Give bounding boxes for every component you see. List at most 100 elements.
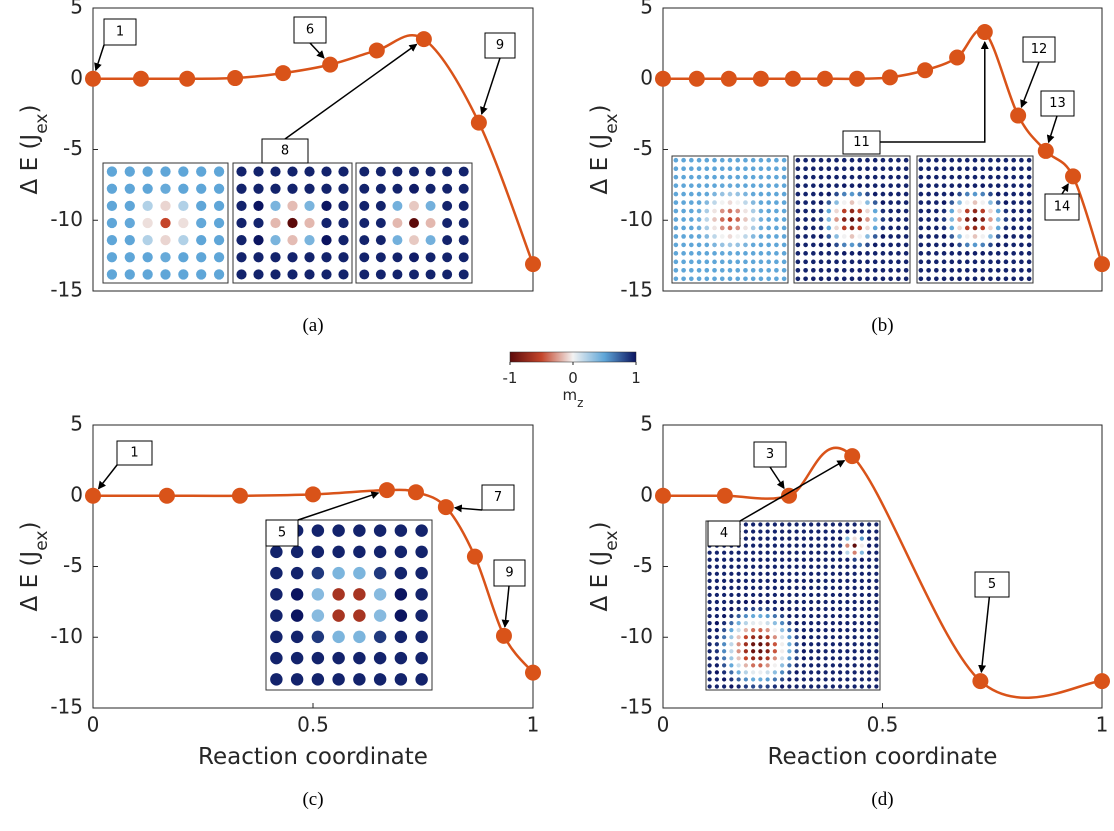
spin [811, 183, 816, 188]
y-tick-label: -15 [620, 695, 653, 719]
spin [794, 649, 799, 654]
spin [359, 200, 370, 211]
spin [772, 670, 777, 675]
spin [795, 200, 801, 205]
spin [845, 585, 850, 591]
point [655, 70, 671, 87]
spin [787, 585, 792, 591]
spin [859, 557, 864, 562]
spin [972, 267, 978, 273]
spin [857, 208, 863, 214]
spin [707, 649, 712, 654]
spin [888, 251, 893, 256]
spin [321, 166, 332, 177]
point [976, 24, 993, 41]
spin [867, 529, 872, 534]
spin [359, 218, 370, 228]
spin [838, 684, 843, 689]
spin [774, 200, 779, 205]
spin [818, 251, 824, 256]
spin [980, 200, 986, 205]
spin [903, 200, 909, 205]
spin [689, 157, 694, 163]
spin [794, 585, 799, 591]
point [949, 49, 966, 66]
spin [852, 522, 857, 527]
spin [838, 642, 843, 647]
spin [865, 267, 870, 273]
spin [852, 684, 857, 689]
spin [781, 267, 787, 273]
spin [766, 208, 771, 214]
spin [765, 522, 770, 527]
spin [841, 191, 847, 197]
spin [743, 259, 748, 265]
spin [811, 208, 816, 214]
spin [772, 628, 777, 633]
spin [803, 174, 808, 180]
spin [794, 635, 799, 640]
spin [841, 234, 847, 239]
spin [888, 276, 893, 282]
spin [704, 242, 710, 248]
spin [809, 529, 814, 534]
spin [719, 183, 725, 188]
spin [681, 251, 686, 256]
spin [124, 166, 135, 177]
spin [838, 656, 843, 661]
spin [867, 522, 872, 527]
spin [949, 200, 955, 205]
spin [409, 183, 419, 194]
spin [236, 217, 247, 229]
spin [972, 225, 978, 231]
spin [290, 651, 304, 665]
spin [830, 578, 835, 583]
spin [375, 252, 386, 263]
spin [758, 536, 763, 541]
spin [106, 235, 118, 246]
spin [758, 670, 763, 675]
spin [1026, 217, 1032, 222]
annotation-box [103, 18, 137, 46]
spin [270, 183, 281, 194]
spin [765, 536, 770, 541]
spin [830, 536, 835, 541]
spin [704, 276, 710, 282]
spin [409, 269, 419, 280]
spin [874, 550, 879, 555]
spin [727, 276, 733, 282]
spin [867, 677, 872, 682]
spin [1003, 217, 1009, 222]
spin [751, 592, 756, 598]
spin [774, 234, 779, 239]
spin [809, 663, 814, 668]
spin [888, 183, 893, 188]
spin [787, 663, 792, 668]
spin [1011, 267, 1016, 273]
y-tick-label: 5 [640, 412, 653, 436]
spin [880, 166, 886, 172]
spin [743, 251, 748, 256]
spin [926, 225, 931, 231]
spin [872, 174, 878, 180]
spin [765, 599, 770, 605]
spin [809, 571, 814, 576]
spin [826, 174, 832, 180]
spin [787, 599, 792, 605]
y-axis-label-text: Δ E (J [17, 134, 43, 195]
spin [988, 208, 993, 214]
spin [765, 550, 770, 555]
point [525, 664, 541, 681]
spin [766, 267, 771, 273]
spin [841, 251, 847, 256]
spin [287, 200, 298, 211]
spin [896, 157, 901, 163]
spin [964, 217, 970, 222]
spin [311, 524, 325, 537]
spin [765, 564, 770, 569]
spin [934, 267, 939, 273]
spin [867, 592, 872, 598]
spin [1011, 191, 1016, 197]
spin [830, 564, 835, 569]
spin [287, 269, 298, 280]
